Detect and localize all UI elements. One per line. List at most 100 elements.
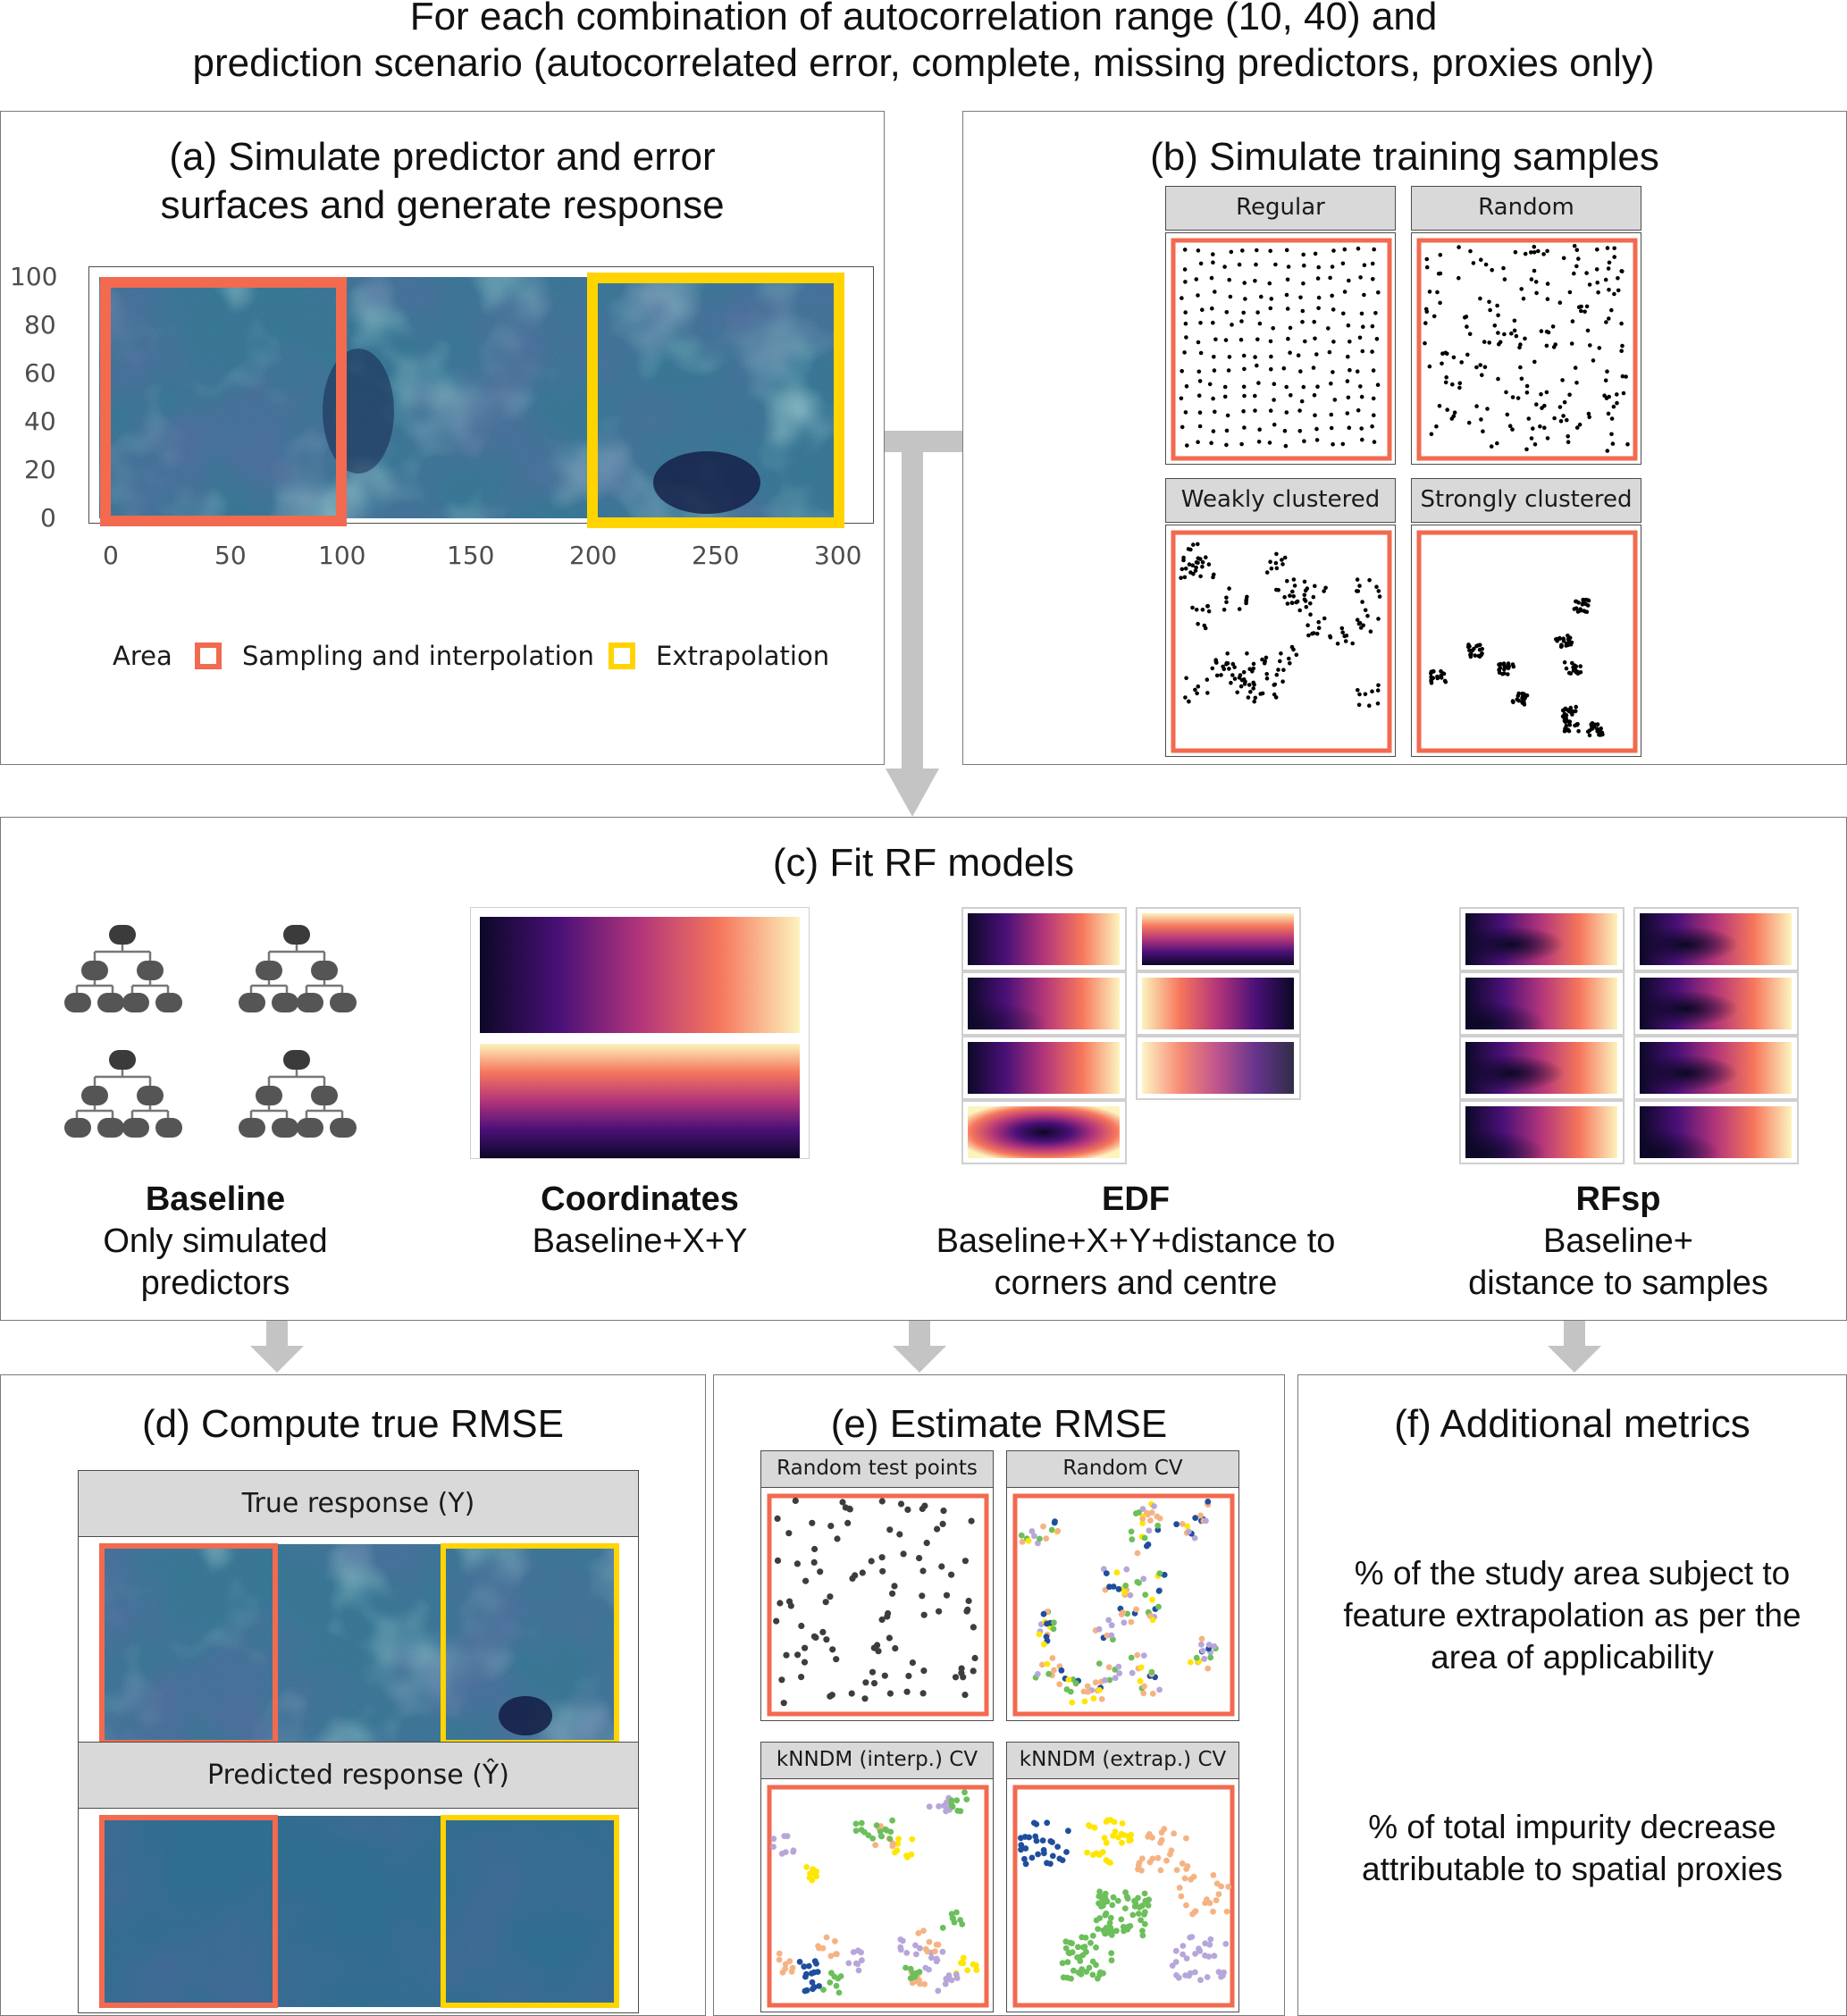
sample-point bbox=[1605, 449, 1610, 453]
sample-point bbox=[1375, 688, 1381, 693]
test-point bbox=[861, 1695, 869, 1702]
cv-point bbox=[1072, 1680, 1079, 1686]
sample-point bbox=[1534, 290, 1539, 296]
sample-point bbox=[1272, 382, 1277, 386]
legend-key-extrapolation bbox=[609, 643, 635, 669]
cv-point bbox=[1158, 1829, 1165, 1836]
cv-point bbox=[1096, 1888, 1103, 1895]
sample-point bbox=[1574, 606, 1579, 610]
knndm-extrap-folds bbox=[1012, 1785, 1235, 2008]
sample-point bbox=[1343, 639, 1348, 643]
sample-point bbox=[1544, 343, 1549, 349]
sample-point bbox=[1452, 410, 1457, 415]
sample-point bbox=[1524, 447, 1529, 452]
x-tick-200: 200 bbox=[569, 541, 617, 570]
connector-arrow-to-c bbox=[885, 431, 963, 817]
sample-point bbox=[1204, 555, 1208, 559]
caption-baseline-name: Baseline bbox=[145, 1180, 286, 1218]
cv-point bbox=[1034, 1671, 1041, 1677]
sample-point bbox=[1515, 697, 1519, 702]
sample-point bbox=[1288, 660, 1292, 666]
sample-point bbox=[1284, 292, 1289, 298]
cv-point bbox=[1223, 1908, 1230, 1915]
cv-point bbox=[850, 1949, 857, 1955]
cv-point bbox=[1040, 1523, 1046, 1530]
sample-point bbox=[1226, 368, 1231, 373]
cv-point bbox=[1188, 1876, 1194, 1883]
panel-f: (f) Additional metrics % of the study ar… bbox=[1297, 1374, 1847, 2016]
caption-rfsp-line1: Baseline+ bbox=[1543, 1222, 1693, 1260]
cv-point bbox=[1049, 1655, 1056, 1661]
sample-point bbox=[1565, 417, 1569, 423]
test-point bbox=[878, 1554, 886, 1561]
sample-point bbox=[1188, 547, 1193, 552]
sample-point bbox=[1212, 368, 1217, 373]
sample-point bbox=[1213, 337, 1218, 342]
cv-point bbox=[1192, 1969, 1198, 1976]
test-point bbox=[896, 1531, 903, 1538]
cv-point bbox=[1187, 1934, 1194, 1941]
cv-point bbox=[1115, 1663, 1122, 1670]
sample-point bbox=[1578, 607, 1583, 611]
cv-point bbox=[1050, 1625, 1057, 1633]
sample-point bbox=[1269, 366, 1273, 372]
sample-point bbox=[1244, 597, 1249, 602]
sample-point bbox=[1359, 426, 1364, 431]
sample-point bbox=[1313, 413, 1317, 417]
sample-point bbox=[1260, 691, 1265, 696]
cv-point bbox=[961, 1789, 968, 1796]
sample-point bbox=[1612, 291, 1616, 297]
cv-point bbox=[973, 1967, 980, 1973]
sample-point bbox=[1572, 271, 1576, 276]
cv-point bbox=[1123, 1566, 1130, 1573]
sample-point bbox=[1545, 248, 1549, 254]
sample-point bbox=[1603, 378, 1608, 382]
caption-baseline: Baseline Only simulated predictors bbox=[37, 1179, 394, 1305]
cv-point bbox=[1146, 1831, 1153, 1837]
panel-c: (c) Fit RF models bbox=[0, 817, 1847, 1321]
sample-point bbox=[1587, 415, 1591, 420]
sample-point bbox=[1255, 363, 1259, 368]
test-point bbox=[833, 1656, 840, 1663]
sample-point bbox=[1251, 680, 1255, 685]
sample-point bbox=[1212, 355, 1216, 359]
sample-point bbox=[1606, 411, 1611, 416]
sample-point bbox=[1561, 256, 1566, 261]
sample-point bbox=[1558, 419, 1564, 424]
sample-point bbox=[1187, 699, 1191, 704]
caption-coordinates-name: Coordinates bbox=[541, 1180, 739, 1218]
cv-point bbox=[1197, 1512, 1204, 1519]
sample-point bbox=[1225, 413, 1230, 418]
cv-point bbox=[887, 1828, 894, 1835]
sample-point bbox=[1230, 673, 1235, 677]
sample-point bbox=[1297, 608, 1302, 613]
sample-point bbox=[1457, 385, 1462, 391]
sample-point bbox=[1196, 248, 1201, 253]
cv-point bbox=[1119, 1820, 1126, 1827]
sample-point bbox=[1202, 623, 1207, 628]
test-point bbox=[904, 1506, 911, 1513]
metric-aoa-line1: % of the study area subject to bbox=[1354, 1555, 1791, 1592]
sample-point bbox=[1466, 420, 1472, 425]
sample-point bbox=[1286, 336, 1290, 341]
cv-point bbox=[1079, 1934, 1086, 1941]
facet-panel-regular bbox=[1165, 232, 1396, 465]
sample-point bbox=[1370, 323, 1375, 329]
sample-point bbox=[1574, 248, 1580, 252]
sample-point bbox=[1440, 361, 1444, 366]
facet-strip-random-cv: Random CV bbox=[1006, 1450, 1239, 1488]
sample-point bbox=[1583, 597, 1589, 602]
cv-point bbox=[1048, 1526, 1055, 1533]
cv-point bbox=[784, 1833, 791, 1840]
sample-point bbox=[1345, 379, 1350, 383]
sample-point bbox=[1328, 275, 1332, 281]
sample-point bbox=[1264, 655, 1269, 660]
sample-point bbox=[1568, 710, 1573, 714]
cv-point bbox=[1138, 1855, 1146, 1862]
cv-point bbox=[1204, 1974, 1211, 1980]
sample-point bbox=[1362, 292, 1366, 298]
sample-point bbox=[1616, 276, 1620, 281]
sample-point bbox=[1595, 247, 1599, 252]
sample-point bbox=[1359, 394, 1364, 399]
sample-point bbox=[1464, 315, 1469, 319]
